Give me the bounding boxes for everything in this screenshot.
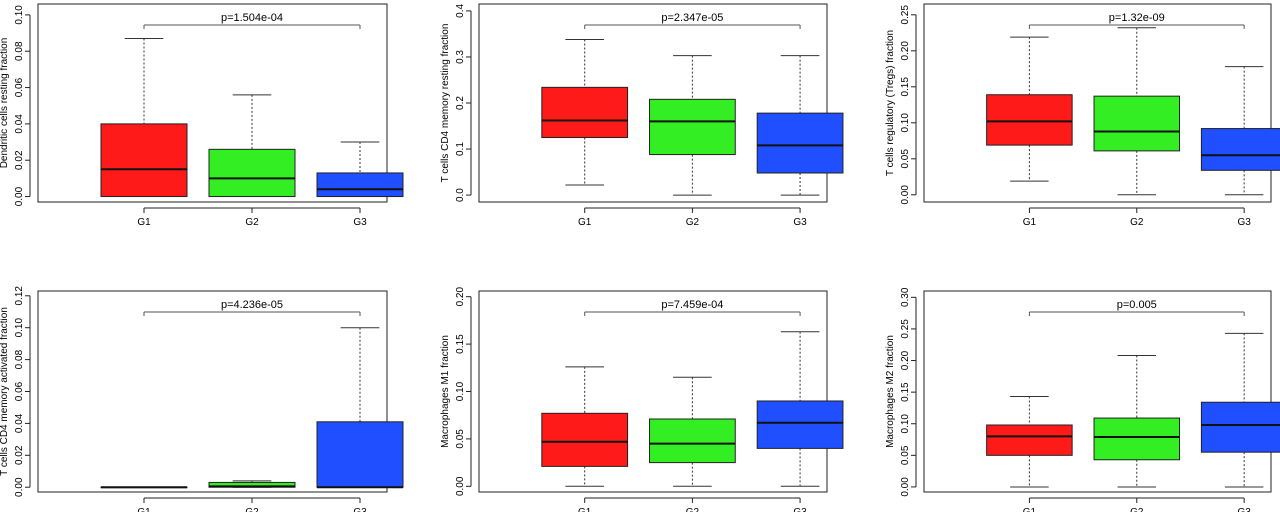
- x-tick-label: G3: [1237, 217, 1251, 228]
- plot-frame: [478, 3, 828, 203]
- plot-frame: [37, 290, 388, 493]
- y-tick-label: 0.02: [14, 445, 25, 465]
- y-tick-label: 0.08: [14, 41, 25, 61]
- box-G3: [756, 400, 844, 449]
- y-tick-label: 0.30: [900, 287, 911, 307]
- box-G1: [986, 94, 1073, 146]
- y-tick-label: 0.25: [900, 5, 911, 25]
- x-tick-label: G2: [1130, 217, 1144, 228]
- box-G2: [208, 148, 296, 198]
- x-tick-label: G2: [686, 217, 700, 228]
- x-tick-label: G1: [578, 507, 592, 512]
- box-G2: [649, 98, 736, 156]
- x-tick-label: G3: [1237, 507, 1251, 512]
- x-tick-label: G2: [686, 507, 700, 512]
- x-tick-label: G1: [1023, 507, 1037, 512]
- y-tick-label: 0.15: [900, 382, 911, 402]
- y-tick-label: 0.00: [455, 476, 466, 496]
- y-axis-title: T cells CD4 memory activated fraction: [0, 307, 10, 476]
- plot-frame: [37, 3, 388, 203]
- box-G2: [1093, 95, 1181, 152]
- y-tick-label: 0.04: [14, 413, 25, 433]
- pvalue-label: p=0.005: [1117, 299, 1157, 311]
- y-tick-label: 0.10: [900, 414, 911, 434]
- pvalue-label: p=2.347e-05: [661, 12, 723, 24]
- y-axis-title: Macrophages M1 fraction: [440, 335, 451, 448]
- y-tick-label: 0.20: [900, 350, 911, 370]
- boxplot-panel-1: 0.00 0.02 0.04 0.06 0.08 0.10 Dendritic cells …: [0, 3, 404, 228]
- y-tick-label: 0.10: [900, 113, 911, 133]
- box-G1: [100, 123, 188, 198]
- y-tick-label: 0.05: [900, 445, 911, 465]
- boxplot-panel-4: 0.00 0.02 0.04 0.06 0.08 0.10 0.12 T cells CD4 …: [0, 286, 404, 512]
- y-tick-label: 0.00: [14, 477, 25, 497]
- box-G1: [986, 424, 1073, 456]
- x-tick-label: G3: [353, 507, 367, 512]
- y-tick-label: 0.0: [455, 188, 466, 202]
- y-tick-label: 0.05: [900, 149, 911, 169]
- box-G2: [649, 418, 736, 464]
- pvalue-label: p=7.459e-04: [661, 299, 723, 311]
- box-G2: [1093, 417, 1181, 461]
- y-tick-label: 0.10: [455, 381, 466, 401]
- y-tick-label: 0.04: [14, 114, 25, 134]
- pvalue-label: p=1.32e-09: [1109, 12, 1165, 24]
- y-tick-label: 0.15: [455, 334, 466, 354]
- y-axis-title: Dendritic cells resting fraction: [0, 38, 10, 169]
- y-tick-label: 0.08: [14, 349, 25, 369]
- x-tick-label: G3: [793, 507, 807, 512]
- x-tick-label: G1: [1023, 217, 1037, 228]
- y-tick-label: 0.10: [14, 318, 25, 338]
- box-G3: [1200, 128, 1280, 171]
- x-tick-label: G1: [578, 217, 592, 228]
- x-tick-label: G3: [793, 217, 807, 228]
- boxplot-panel-5: 0.00 0.05 0.10 0.15 0.20 Macrophages M1 fract…: [440, 287, 844, 512]
- y-tick-label: 0.06: [14, 77, 25, 97]
- x-tick-label: G2: [245, 507, 259, 512]
- y-tick-label: 0.2: [455, 96, 466, 110]
- box-G3: [756, 112, 844, 174]
- y-axis-title: T cells CD4 memory resting fraction: [440, 24, 451, 183]
- y-tick-label: 0.12: [14, 286, 25, 306]
- box-G3: [316, 172, 404, 198]
- plot-frame: [923, 3, 1272, 203]
- box-G3: [316, 421, 404, 488]
- x-tick-label: G2: [245, 217, 259, 228]
- pvalue-label: p=1.504e-04: [221, 12, 283, 24]
- x-tick-label: G1: [137, 507, 151, 512]
- box-G1: [541, 412, 629, 467]
- boxplot-panel-6: 0.00 0.05 0.10 0.15 0.20 0.25 0.30 Macrophages …: [885, 287, 1280, 512]
- plot-frame: [478, 290, 828, 493]
- y-axis-title: Macrophages M2 fraction: [885, 335, 896, 448]
- x-tick-label: G2: [1130, 507, 1144, 512]
- y-axis-title: T cells regulatory (Tregs) fraction: [885, 30, 896, 176]
- y-tick-label: 0.00: [14, 186, 25, 206]
- plot-frame: [923, 290, 1272, 493]
- pvalue-label: p=4.236e-05: [221, 299, 283, 311]
- y-tick-label: 0.20: [900, 41, 911, 61]
- x-tick-label: G3: [353, 217, 367, 228]
- y-tick-label: 0.10: [14, 5, 25, 25]
- box-G1: [541, 86, 629, 139]
- y-tick-label: 0.00: [900, 477, 911, 497]
- y-tick-label: 0.4: [455, 4, 466, 18]
- y-tick-label: 0.20: [455, 287, 466, 307]
- y-tick-label: 0.02: [14, 150, 25, 170]
- y-tick-label: 0.00: [900, 185, 911, 205]
- boxplot-panel-3: 0.00 0.05 0.10 0.15 0.20 0.25 T cells regulato…: [885, 3, 1280, 228]
- y-tick-label: 0.15: [900, 77, 911, 97]
- y-tick-label: 0.25: [900, 319, 911, 339]
- y-tick-label: 0.06: [14, 381, 25, 401]
- x-tick-label: G1: [137, 217, 151, 228]
- y-tick-label: 0.05: [455, 429, 466, 449]
- y-tick-label: 0.1: [455, 142, 466, 156]
- y-tick-label: 0.3: [455, 50, 466, 64]
- boxplot-panel-2: 0.0 0.1 0.2 0.3 0.4 T cells CD4 memory restin…: [440, 3, 844, 228]
- box-G3: [1200, 401, 1280, 453]
